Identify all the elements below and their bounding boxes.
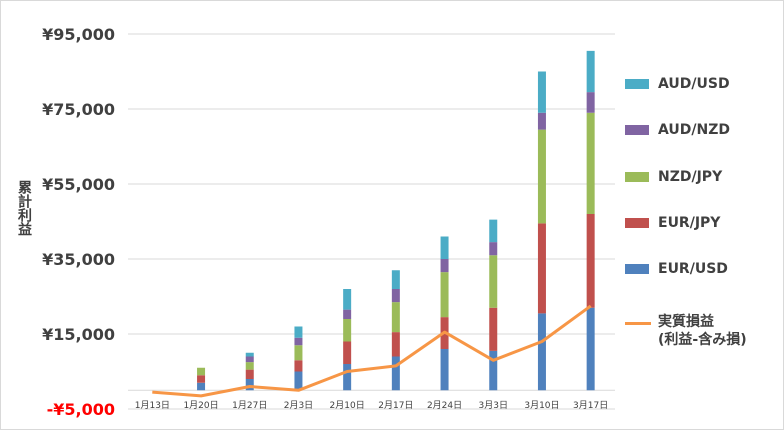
legend-swatch-aud-nzd xyxy=(625,125,649,135)
legend-item-aud-usd: AUD/USD xyxy=(622,70,782,110)
bar-segment xyxy=(489,242,498,256)
legend-swatch-eur-jpy xyxy=(625,218,649,228)
bar-segment xyxy=(245,362,254,370)
legend-label-eur-usd: EUR/USD xyxy=(658,261,728,277)
legend-swatch-nzd-jpy xyxy=(625,172,649,182)
x-tick-label: 2月24日 xyxy=(427,400,462,411)
bar-segment xyxy=(586,50,595,93)
legend-item-nzd-jpy: NZD/JPY xyxy=(622,163,782,203)
bar-segment xyxy=(197,375,206,383)
bar-segment xyxy=(294,371,303,391)
y-tick-label: ¥75,000 xyxy=(42,100,115,119)
bar-segment xyxy=(537,223,546,314)
bar-segment xyxy=(586,214,595,308)
bar-segment xyxy=(489,255,498,308)
bar-segment xyxy=(245,352,254,357)
bar-segment xyxy=(489,307,498,351)
y-tick-label: ¥15,000 xyxy=(42,325,115,344)
legend-swatch-net-profit xyxy=(625,322,651,325)
x-tick-label: 2月17日 xyxy=(378,400,413,411)
bar-segment xyxy=(586,112,595,214)
legend-label-nzd-jpy: NZD/JPY xyxy=(658,169,723,185)
bar-segment xyxy=(537,71,546,113)
bar-segment xyxy=(391,356,400,391)
bar-segment xyxy=(245,379,254,391)
y-tick-label: ¥35,000 xyxy=(42,250,115,269)
legend-swatch-aud-usd xyxy=(625,79,649,89)
bar-segment xyxy=(440,259,449,273)
bar-segment xyxy=(197,367,206,376)
legend-label-net-profit: 実質損益 (利益-含み損) xyxy=(658,314,747,348)
bar-segment xyxy=(294,326,303,338)
bar-segment xyxy=(343,341,352,364)
bar-segment xyxy=(391,332,400,357)
y-tick-label: ¥95,000 xyxy=(42,25,115,44)
line-series-path xyxy=(152,304,592,398)
bar-segment xyxy=(343,309,352,319)
legend-item-aud-nzd: AUD/NZD xyxy=(622,116,782,156)
legend-label-eur-jpy: EUR/JPY xyxy=(658,215,721,231)
bar-segment xyxy=(489,350,498,391)
bar-segment xyxy=(294,360,303,372)
x-tick-label: 1月27日 xyxy=(232,400,267,411)
bar-segment xyxy=(343,319,352,342)
x-tick-label: 3月17日 xyxy=(573,400,608,411)
bar-segment xyxy=(537,112,546,130)
axis-ticks: ¥95,000 ¥75,000 ¥55,000 ¥35,000 ¥15,000 -¥5,0… xyxy=(42,25,608,419)
y-tick-label: ¥55,000 xyxy=(42,175,115,194)
legend-label-aud-nzd: AUD/NZD xyxy=(658,122,730,138)
bar-segment xyxy=(391,302,400,333)
bar-segment xyxy=(343,364,352,391)
bar-segment xyxy=(294,345,303,361)
y-axis-title: 累計利益 xyxy=(14,180,44,260)
bar-segment xyxy=(391,289,400,303)
legend-swatch-eur-usd xyxy=(625,264,649,274)
bar-segment xyxy=(294,337,303,346)
net-profit-line xyxy=(152,304,592,398)
x-tick-label: 2月10日 xyxy=(330,400,365,411)
bar-segment xyxy=(391,270,400,289)
bar-segment xyxy=(537,129,546,224)
x-tick-label: 3月3日 xyxy=(479,400,508,411)
bar-segment xyxy=(245,369,254,379)
bar-segment xyxy=(343,289,352,310)
x-tick-label: 1月20日 xyxy=(183,400,218,411)
legend-item-eur-usd: EUR/USD xyxy=(622,255,782,295)
legend-item-eur-jpy: EUR/JPY xyxy=(622,209,782,249)
bar-segment xyxy=(197,382,206,391)
bar-segment xyxy=(586,92,595,113)
y-axis-title-text: 累計利益 xyxy=(16,180,32,236)
legend-label-aud-usd: AUD/USD xyxy=(658,76,730,92)
legend-item-net-profit: 実質損益 (利益-含み損) xyxy=(622,308,782,358)
stacked-bars xyxy=(197,50,595,391)
x-tick-label: 2月3日 xyxy=(284,400,313,411)
bar-segment xyxy=(489,219,498,243)
bar-segment xyxy=(440,349,449,391)
bar-segment xyxy=(245,356,254,363)
y-tick-label: -¥5,000 xyxy=(47,400,115,419)
x-tick-label: 3月10日 xyxy=(524,400,559,411)
grid-lines xyxy=(128,33,615,410)
x-tick-label: 1月13日 xyxy=(135,400,170,411)
bar-segment xyxy=(537,313,546,391)
bar-segment xyxy=(440,272,449,318)
bar-segment xyxy=(440,236,449,259)
bar-segment xyxy=(586,307,595,391)
